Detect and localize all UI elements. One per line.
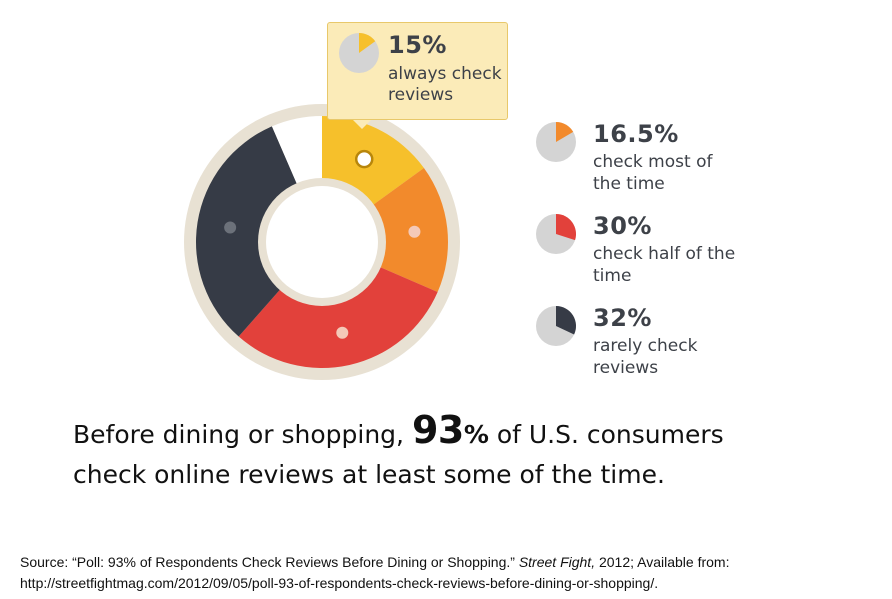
donut-slice-remainder [271,116,322,187]
legend-description: rarely check reviews [593,336,698,378]
legend-percent: 32% [593,304,652,332]
source-line-1: Source: “Poll: 93% of Respondents Check … [20,552,880,573]
mini-pie-icon-most [536,122,576,162]
slice-marker-dot [354,149,374,169]
slice-marker-dot [224,221,237,234]
source-publication: Street Fight, [518,554,596,570]
legend-percent: 16.5% [593,120,679,148]
slice-marker-dot [408,225,421,238]
donut-slice-half [238,265,438,369]
slice-marker-dot [336,326,349,339]
donut-slice-rarely [195,126,299,337]
mini-pie-icon-rarely [536,306,576,346]
headline-line-1: Before dining or shopping, 93% of U.S. c… [73,410,873,455]
mini-pie-wedge [359,33,376,53]
donut-dots [224,149,421,339]
headline-big-number: 93 [411,408,464,452]
mini-pie-icon-always [339,33,379,73]
headline-post: of U.S. consumers [488,420,724,449]
callout-description: always check reviews [388,64,502,105]
headline-line-2: check online reviews at least some of th… [73,460,665,489]
legend-description: check most of the time [593,152,713,194]
callout-percent: 15% [388,31,447,59]
source-citation: Source: “Poll: 93% of Respondents Check … [20,552,880,594]
donut-hole [266,186,378,298]
legend-percent: 30% [593,212,652,240]
legend-description: check half of the time [593,244,736,286]
mini-pie-wedge [556,122,574,142]
mini-pie-wedge [556,214,576,241]
headline-statement: Before dining or shopping, 93% of U.S. c… [73,410,873,495]
mini-pie-icon-half [536,214,576,254]
headline-pre: Before dining or shopping, [73,420,412,449]
callout-arrow [352,119,372,129]
callout-always-check: 15% always check reviews [327,22,508,120]
source-prefix: Source: “Poll: 93% of Respondents Check … [20,554,519,570]
mini-pie-wedge [556,306,576,335]
headline-big-percent: % [463,420,489,449]
source-url: http://streetfightmag.com/2012/09/05/pol… [20,575,659,591]
source-suffix: 2012; Available from: [595,554,730,570]
